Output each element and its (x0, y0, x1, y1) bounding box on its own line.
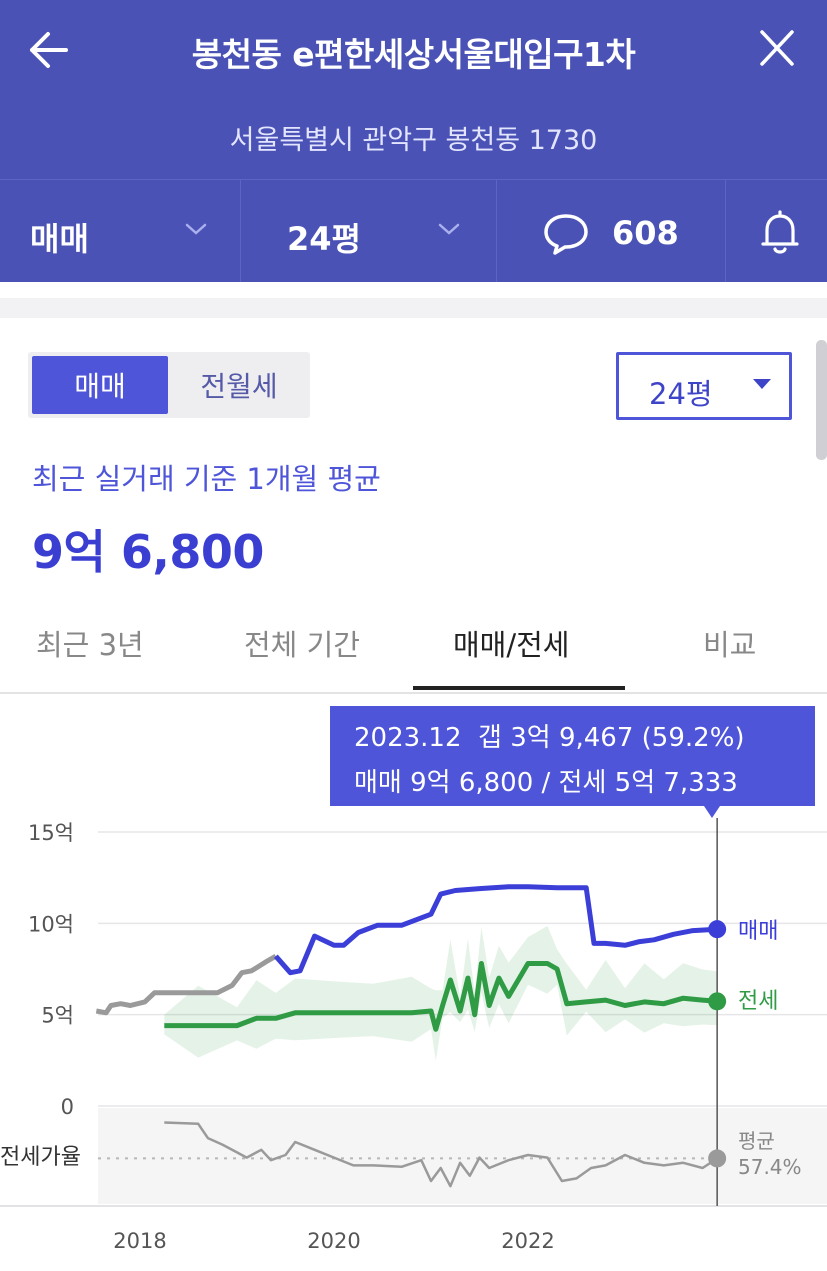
bell-icon (761, 210, 799, 254)
price-chart: 15억 10억 5억 0 2018 2020 2022 2023.12 갭 3억 9,46… (0, 706, 827, 1253)
x-tick-label: 2022 (501, 1229, 554, 1253)
comments-button[interactable]: 608 (497, 180, 726, 283)
speech-bubble-icon (544, 214, 588, 255)
deal-type-label: 매매 (30, 220, 89, 258)
section-divider (0, 282, 827, 318)
sale-pre-line (95, 954, 278, 1016)
tab-compare[interactable]: 비교 (703, 628, 757, 662)
jeonse-end-dot (708, 992, 727, 1011)
ratio-avg-value: 57.4% (738, 1155, 802, 1179)
sale-line (273, 884, 718, 976)
segment-sale[interactable]: 매매 (32, 356, 168, 414)
tab-recent-3y[interactable]: 최근 3년 (36, 628, 144, 662)
y-tick-label: 0 (61, 1095, 74, 1119)
series-label-sale: 매매 (738, 919, 778, 944)
tooltip: 2023.12 갭 3억 9,467 (59.2%) 매매 9억 6,800 /… (330, 706, 815, 818)
jeonse-line (164, 961, 718, 1032)
ratio-avg-label: 평균 (738, 1129, 775, 1153)
price-basis-text: 최근 실거래 기준 1개월 평균 (32, 462, 381, 496)
ratio-line (164, 1121, 718, 1188)
page-title: 봉천동 e편한세상서울대입구1차 (191, 35, 636, 74)
chevron-down-icon (185, 223, 207, 235)
tooltip-line-2: 매매 9억 6,800 / 전세 5억 7,333 (354, 768, 738, 798)
y-tick-label: 10억 (28, 912, 74, 936)
deal-segment-control: 매매 전월세 (28, 352, 310, 418)
filter-toolbar: 매매 24평 608 (0, 179, 827, 283)
y-tick-label: 5억 (41, 1004, 74, 1028)
x-tick-label: 2018 (113, 1229, 166, 1253)
address-text: 서울특별시 관악구 봉천동 1730 (229, 125, 598, 156)
x-tick-label: 2020 (307, 1229, 360, 1253)
deal-type-dropdown[interactable]: 매매 (0, 180, 241, 283)
comment-count: 608 (612, 214, 679, 252)
notification-button[interactable] (726, 180, 827, 283)
size-dropdown[interactable]: 24평 (241, 180, 497, 283)
tooltip-box (330, 706, 815, 806)
size-select-label: 24평 (649, 377, 713, 411)
ratio-band (98, 1108, 827, 1204)
size-label: 24평 (287, 220, 361, 258)
sale-end-dot (708, 920, 727, 939)
tooltip-pointer (704, 806, 720, 818)
scrollbar-thumb[interactable] (816, 340, 827, 460)
tab-sale-jeonse[interactable]: 매매/전세 (453, 628, 570, 662)
active-tab-indicator (413, 686, 625, 690)
ratio-axis-label: 전세가율 (0, 1145, 81, 1170)
jeonse-range-band (164, 926, 718, 1061)
average-price: 9억 6,800 (32, 525, 264, 579)
segment-rent[interactable]: 전월세 (200, 370, 278, 403)
period-tabs: 최근 3년 전체 기간 매매/전세 비교 (0, 600, 827, 694)
size-select[interactable]: 24평 (616, 352, 792, 420)
tooltip-line-1: 2023.12 갭 3억 9,467 (59.2%) (354, 723, 745, 753)
series-label-jeonse: 전세 (738, 989, 778, 1014)
chevron-down-icon (438, 223, 460, 235)
tab-all-period[interactable]: 전체 기간 (244, 628, 360, 662)
arrow-left-icon[interactable] (26, 28, 74, 72)
close-icon[interactable] (752, 26, 802, 72)
ratio-end-dot (708, 1149, 727, 1168)
app-header: 봉천동 e편한세상서울대입구1차 서울특별시 관악구 봉천동 1730 매매 2… (0, 0, 827, 283)
y-tick-label: 15억 (28, 821, 74, 845)
caret-down-icon (753, 379, 771, 389)
